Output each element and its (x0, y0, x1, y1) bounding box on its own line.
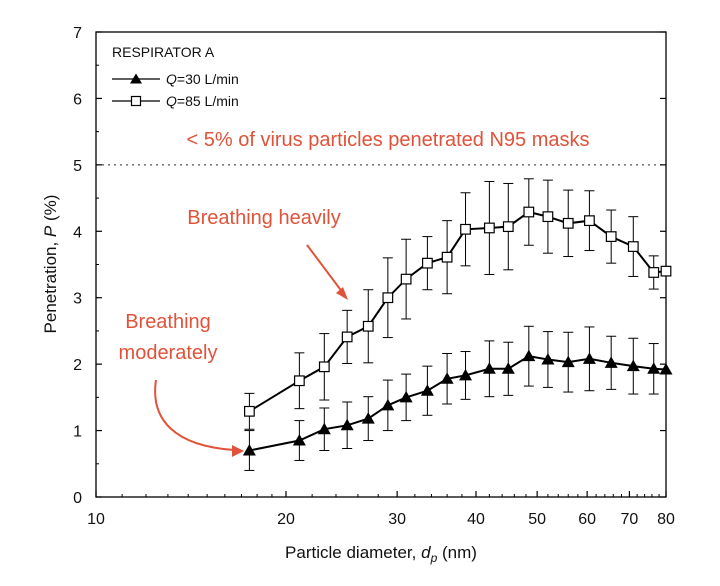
data-point-square (627, 241, 639, 252)
y-tick-label: 3 (73, 291, 82, 308)
annotations: Breathing heavily Breathing moderately (119, 207, 348, 457)
series-line (249, 355, 667, 452)
series-30-lpm (242, 325, 673, 471)
data-point-triangle (659, 362, 673, 375)
x-tick-label: 20 (277, 511, 295, 528)
y-axis-ticks: 0 1 2 3 4 5 6 7 (73, 25, 666, 507)
legend-entry-30: Q=30 L/min (166, 71, 239, 87)
x-axis-title-prefix: Particle diameter, (285, 543, 421, 562)
x-tick-label: 50 (528, 511, 546, 528)
legend-entry-30-var: Q (166, 71, 177, 87)
x-axis-title: Particle diameter, dp (nm) (285, 543, 477, 565)
y-axis-title: Penetration, P (%) (41, 195, 60, 334)
legend-marker-30 (130, 73, 142, 84)
data-point-square (542, 211, 554, 223)
reference-line-label: < 5% of virus particles penetrated N95 m… (187, 129, 590, 151)
y-axis-title-suffix: (%) (41, 195, 60, 226)
y-axis-title-prefix: Penetration, (41, 237, 60, 333)
data-point-square (318, 361, 330, 373)
data-point-square (293, 375, 305, 387)
series-85-lpm (243, 178, 672, 430)
data-point-triangle (561, 355, 575, 368)
y-tick-label: 7 (73, 25, 82, 42)
x-tick-label: 10 (87, 511, 105, 528)
data-point-triangle (626, 359, 640, 372)
x-tick-label: 70 (620, 511, 638, 528)
data-point-triangle (242, 444, 256, 456)
data-point-square (382, 292, 394, 304)
data-point-square (605, 231, 617, 243)
annotation-breathing-line1: Breathing (125, 311, 211, 333)
annotation-breathing-heavily: Breathing heavily (187, 207, 340, 229)
legend-title: RESPIRATOR A (112, 44, 215, 60)
legend-entry-85-var: Q (166, 93, 177, 109)
legend-entry-85-text: =85 L/min (177, 93, 239, 109)
data-point-square (243, 405, 255, 417)
x-tick-label: 40 (467, 511, 485, 528)
data-point-square (483, 222, 495, 234)
data-point-triangle (541, 352, 555, 365)
data-point-triangle (381, 398, 395, 411)
y-tick-label: 1 (73, 424, 82, 441)
data-point-triangle (420, 384, 434, 396)
data-point-square (648, 267, 660, 278)
y-axis-title-variable: P (41, 225, 60, 237)
data-point-square (421, 257, 433, 269)
arrow-moderately-head (232, 445, 244, 457)
data-point-square (341, 331, 353, 343)
data-point-square (400, 273, 412, 285)
x-tick-label: 80 (657, 511, 675, 528)
data-point-square (562, 217, 574, 229)
legend-entry-85: Q=85 L/min (166, 93, 239, 109)
data-point-square (584, 215, 595, 227)
x-axis-ticks: 10 20 30 40 50 60 70 80 (87, 491, 675, 528)
x-tick-label: 30 (388, 511, 406, 528)
y-tick-label: 6 (73, 91, 82, 108)
data-point-square (502, 221, 514, 233)
data-point-triangle (522, 349, 536, 362)
data-point-triangle (292, 434, 306, 446)
x-axis-title-variable: d (421, 543, 431, 562)
legend-entry-30-text: =30 L/min (177, 71, 239, 87)
data-point-square (441, 251, 453, 263)
data-point-square (460, 223, 471, 235)
data-point-triangle (582, 352, 596, 364)
arrow-heavily (306, 244, 347, 298)
data-point-triangle (317, 422, 331, 435)
data-point-triangle (340, 418, 354, 431)
data-point-square (523, 206, 535, 218)
x-axis-title-subscript: p (430, 551, 438, 565)
series-layer (242, 178, 673, 471)
data-point-triangle (440, 372, 454, 384)
arrow-moderately (154, 379, 235, 451)
series-line (248, 210, 667, 413)
data-point-triangle (501, 362, 515, 374)
x-axis-title-suffix: (nm) (437, 543, 477, 562)
data-point-triangle (482, 362, 496, 374)
data-point-triangle (459, 368, 473, 381)
legend: RESPIRATOR A Q=30 L/min Q=85 L/min (112, 44, 239, 109)
legend-marker-85 (130, 95, 142, 107)
data-point-triangle (647, 362, 661, 374)
data-point-triangle (604, 356, 618, 368)
data-point-square (660, 265, 672, 277)
y-tick-label: 4 (73, 224, 82, 241)
data-point-triangle (361, 412, 375, 424)
arrow-heavily-head (336, 287, 348, 300)
y-tick-label: 0 (73, 490, 82, 507)
data-point-square (362, 320, 374, 332)
x-tick-label: 60 (578, 511, 596, 528)
data-point-triangle (399, 390, 413, 403)
annotation-breathing-line2: moderately (119, 342, 218, 364)
y-tick-label: 5 (73, 158, 82, 175)
y-tick-label: 2 (73, 357, 82, 374)
